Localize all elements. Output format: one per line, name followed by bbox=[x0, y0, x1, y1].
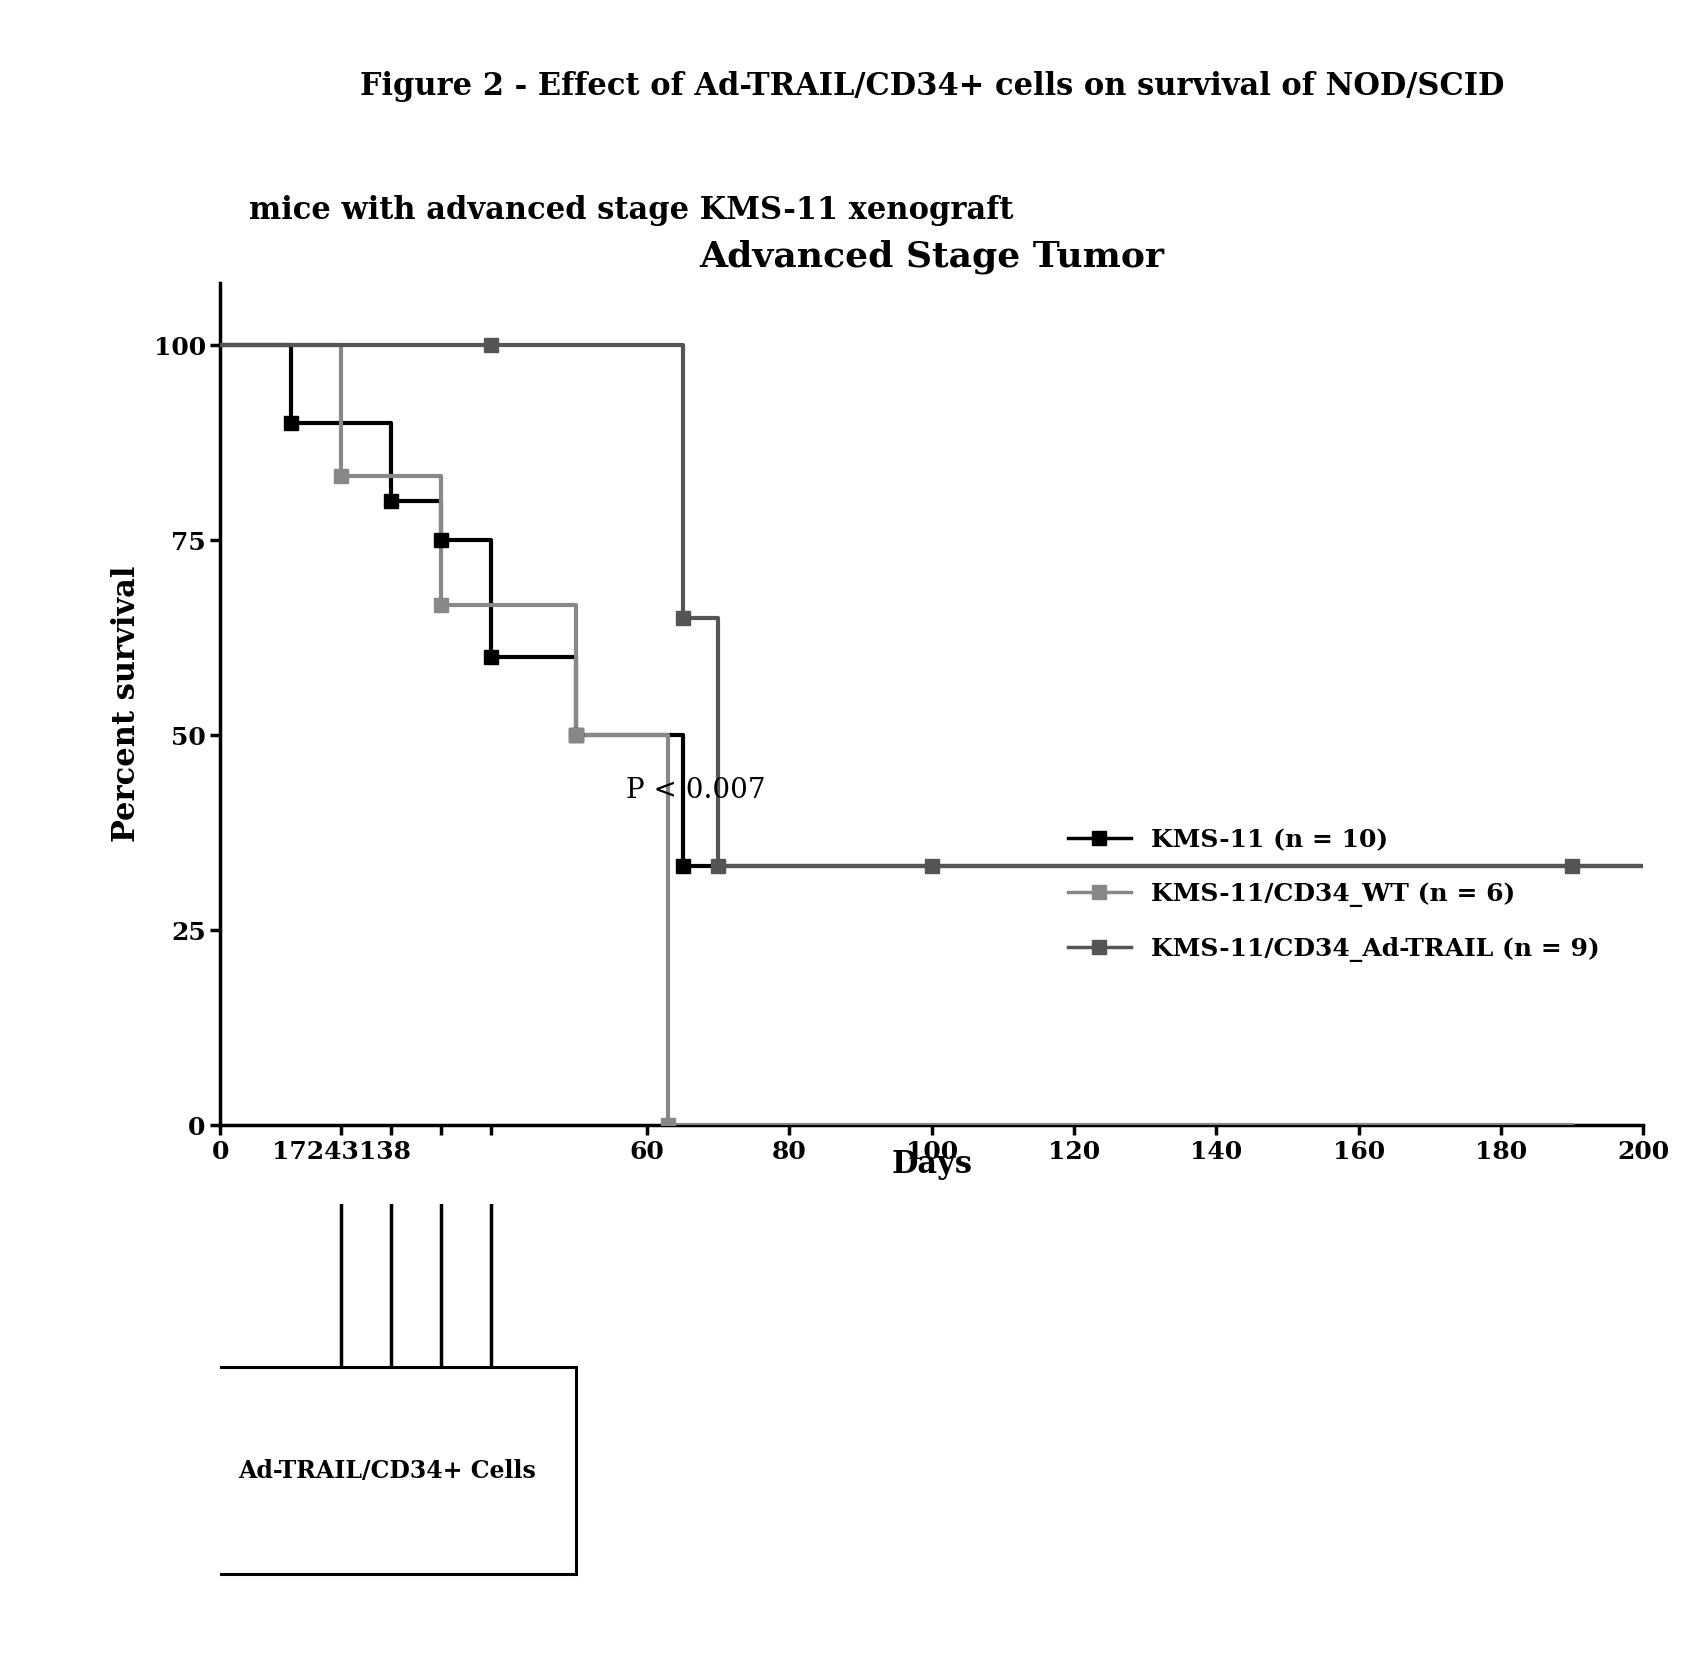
Title: Advanced Stage Tumor: Advanced Stage Tumor bbox=[700, 239, 1164, 274]
Legend: KMS-11 (n = 10), KMS-11/CD34_WT (n = 6), KMS-11/CD34_Ad-TRAIL (n = 9): KMS-11 (n = 10), KMS-11/CD34_WT (n = 6),… bbox=[1059, 818, 1609, 971]
FancyBboxPatch shape bbox=[198, 1368, 576, 1574]
Y-axis label: Percent survival: Percent survival bbox=[112, 566, 142, 842]
Text: Ad-TRAIL/CD34+ Cells: Ad-TRAIL/CD34+ Cells bbox=[239, 1459, 537, 1482]
Text: Figure 2 - Effect of Ad-TRAIL/CD34+ cells on survival of NOD/SCID: Figure 2 - Effect of Ad-TRAIL/CD34+ cell… bbox=[359, 71, 1504, 101]
Text: mice with advanced stage KMS-11 xenograft: mice with advanced stage KMS-11 xenograf… bbox=[249, 196, 1013, 226]
Text: Days: Days bbox=[891, 1149, 972, 1180]
Text: P < 0.007: P < 0.007 bbox=[625, 777, 766, 803]
